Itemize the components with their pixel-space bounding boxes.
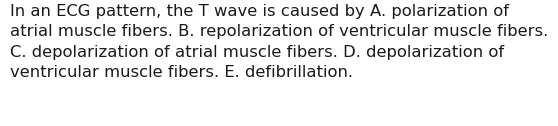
Text: In an ECG pattern, the T wave is caused by A. polarization of
atrial muscle fibe: In an ECG pattern, the T wave is caused …: [10, 4, 549, 80]
